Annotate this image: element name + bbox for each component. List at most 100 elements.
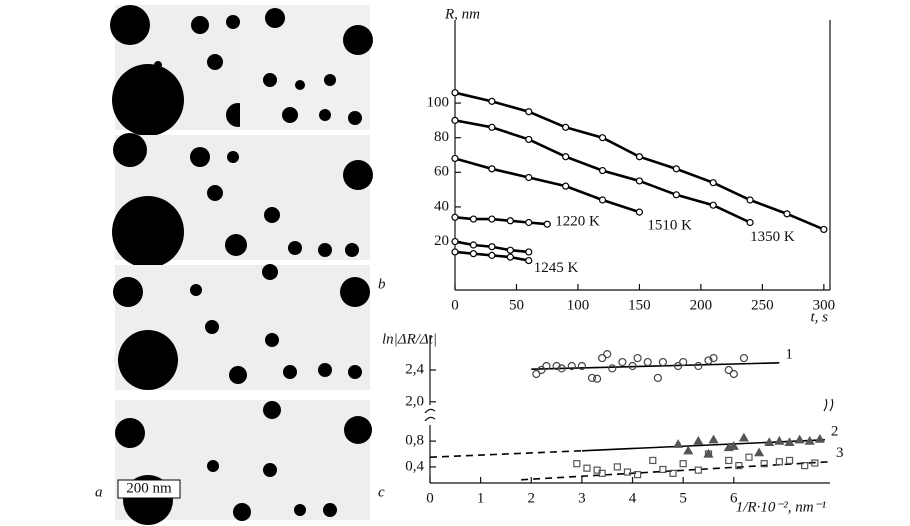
y-tick-label: 2,4: [405, 361, 424, 377]
fit-line: [429, 449, 582, 459]
point: [506, 253, 514, 261]
point: [532, 369, 541, 379]
series-label: 1220 K: [555, 214, 600, 230]
point: [488, 165, 496, 173]
point: [618, 357, 627, 367]
point: [725, 456, 733, 465]
point: [709, 353, 718, 363]
x-tick-label: 5: [679, 490, 687, 506]
x-axis-label: t, s: [810, 309, 828, 325]
point: [525, 248, 533, 256]
point: [603, 349, 612, 359]
point: [801, 462, 809, 470]
point: [577, 361, 586, 371]
point: [784, 437, 795, 446]
point: [804, 435, 815, 445]
x-tick-label: 4: [629, 490, 637, 506]
point: [708, 434, 719, 444]
point: [506, 217, 514, 225]
point: [746, 218, 754, 227]
point: [623, 468, 632, 476]
point: [794, 434, 805, 444]
point: [525, 108, 533, 116]
panel-label: b: [378, 276, 386, 292]
x-tick-label: 200: [690, 297, 713, 313]
y-tick-label: 2,0: [405, 393, 424, 409]
series-label: 1350 K: [750, 229, 795, 245]
series-label: 1: [785, 346, 793, 362]
axis-break: [424, 408, 436, 422]
scale-bar: [117, 479, 181, 499]
x-tick-label: 1: [477, 490, 485, 506]
micrographs: 200 nm a b c: [95, 5, 386, 525]
point: [653, 373, 662, 383]
y-tick-label: 20: [434, 233, 449, 249]
x-tick-label: 3: [578, 490, 586, 506]
point: [739, 353, 749, 363]
point: [774, 435, 785, 445]
point: [775, 458, 783, 466]
y-tick-label: 80: [434, 129, 449, 145]
point: [754, 447, 765, 457]
panel-label: a: [95, 484, 103, 500]
point: [811, 459, 819, 467]
fit-line: [581, 439, 825, 452]
series-label: 1510 K: [647, 218, 692, 234]
point: [506, 246, 514, 254]
x-tick-label: 50: [509, 297, 524, 313]
point: [451, 248, 459, 256]
point: [525, 256, 533, 265]
point: [469, 215, 478, 223]
point: [451, 213, 459, 221]
point: [745, 453, 753, 461]
point: [643, 357, 652, 367]
point: [672, 191, 680, 199]
point: [562, 182, 570, 190]
point: [764, 437, 775, 446]
point: [583, 464, 591, 472]
point: [709, 201, 717, 209]
point: [613, 463, 621, 471]
point: [669, 469, 677, 477]
series-line: [454, 157, 640, 214]
point: [488, 215, 496, 223]
point: [557, 364, 566, 373]
y-tick-label: 0,4: [405, 458, 424, 474]
point: [672, 165, 680, 173]
fit-line: [531, 362, 780, 371]
point: [783, 210, 791, 218]
series-line: [454, 216, 548, 226]
point: [679, 460, 687, 468]
point: [760, 460, 768, 468]
point: [635, 208, 644, 216]
point: [598, 134, 607, 142]
point: [709, 179, 717, 187]
point: [658, 357, 668, 367]
y-tick-label: 0,8: [405, 433, 424, 449]
point: [693, 435, 704, 445]
point: [729, 369, 738, 379]
point: [552, 361, 561, 371]
point: [683, 445, 694, 455]
series-label: 1245 K: [534, 260, 579, 276]
point: [542, 361, 551, 371]
x-tick-label: 250: [751, 297, 774, 313]
x-tick-label: 0: [426, 490, 434, 506]
point: [704, 356, 713, 365]
x-tick-label: 150: [628, 297, 651, 313]
point: [735, 462, 743, 470]
point: [525, 135, 533, 144]
x-tick-label: 100: [567, 297, 590, 313]
point: [635, 177, 644, 185]
point: [628, 361, 637, 371]
point: [451, 116, 459, 124]
point: [738, 432, 749, 442]
point: [598, 166, 607, 175]
point: [488, 243, 496, 251]
x-tick-label: 300: [813, 297, 836, 313]
point: [451, 237, 459, 246]
point: [567, 361, 576, 371]
point: [525, 218, 533, 227]
point: [649, 456, 657, 465]
point: [451, 89, 459, 97]
